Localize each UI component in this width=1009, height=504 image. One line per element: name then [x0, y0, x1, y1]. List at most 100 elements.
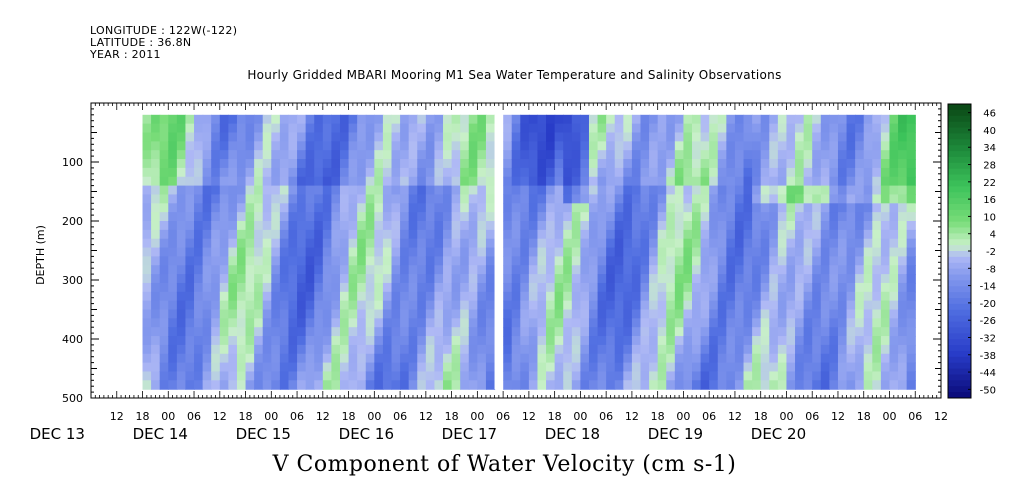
heatmap-cell — [649, 371, 659, 381]
heatmap-cell — [314, 291, 324, 302]
heatmap-cell — [898, 274, 908, 284]
heatmap-cell — [752, 176, 762, 187]
heatmap-cell — [254, 238, 264, 249]
heatmap-cell — [846, 238, 856, 249]
heatmap-cell — [880, 318, 891, 328]
heatmap-cell — [279, 362, 290, 373]
heatmap-cell — [803, 247, 813, 257]
heatmap-cell — [297, 150, 307, 160]
heatmap-cell — [829, 185, 839, 196]
heatmap-cell — [674, 327, 685, 337]
heatmap-cell — [614, 265, 624, 275]
heatmap-cell — [176, 167, 187, 178]
heatmap-cell — [546, 194, 556, 204]
heatmap-cell — [357, 344, 367, 355]
x-hour-label: 00 — [676, 410, 690, 423]
heatmap-cell — [563, 327, 573, 337]
heatmap-cell — [400, 344, 410, 355]
heatmap-cell — [408, 291, 418, 302]
heatmap-cell — [443, 300, 453, 311]
heatmap-cell — [339, 309, 350, 319]
heatmap-cell — [855, 203, 865, 213]
colorbar-swatch — [948, 168, 971, 176]
heatmap-cell — [511, 203, 521, 213]
heatmap-cell — [640, 247, 650, 257]
heatmap-cell — [331, 327, 341, 337]
heatmap-cell — [752, 300, 762, 311]
heatmap-cell — [168, 309, 178, 319]
heatmap-cell — [880, 362, 891, 373]
heatmap-cell — [580, 362, 590, 373]
heatmap-cell — [339, 221, 350, 231]
x-hour-label: 00 — [573, 410, 587, 423]
heatmap-cell — [211, 336, 221, 346]
heatmap-cell — [305, 300, 315, 311]
heatmap-cell — [726, 371, 736, 381]
heatmap-cell — [803, 229, 813, 240]
heatmap-cell — [674, 212, 685, 222]
heatmap-cell — [786, 362, 796, 373]
heatmap-cell — [597, 344, 607, 355]
heatmap-cell — [185, 291, 195, 302]
heatmap-cell — [726, 194, 736, 204]
heatmap-cell — [855, 238, 865, 249]
heatmap-cell — [194, 371, 204, 381]
heatmap-cell — [176, 141, 187, 151]
heatmap-cell — [640, 132, 650, 142]
heatmap-cell — [528, 185, 539, 196]
heatmap-cell — [314, 212, 324, 222]
heatmap-cell — [863, 336, 873, 346]
heatmap-cell — [400, 141, 410, 151]
x-hour-label: 18 — [239, 410, 253, 423]
heatmap-cell — [571, 229, 581, 240]
heatmap-cell — [631, 176, 642, 187]
heatmap-cell — [846, 282, 856, 293]
heatmap-cell — [279, 167, 290, 178]
heatmap-cell — [297, 185, 307, 196]
heatmap-cell — [314, 256, 324, 266]
heatmap-cell — [546, 185, 556, 196]
heatmap-cell — [262, 318, 272, 328]
heatmap-cell — [271, 344, 281, 355]
heatmap-cell — [692, 353, 702, 364]
heatmap-cell — [391, 221, 401, 231]
heatmap-cell — [563, 256, 573, 266]
heatmap-cell — [425, 123, 436, 134]
heatmap-cell — [391, 380, 401, 390]
heatmap-cell — [889, 203, 899, 213]
heatmap-cell — [803, 114, 813, 125]
heatmap-cell — [245, 238, 255, 249]
heatmap-cell — [185, 282, 195, 293]
heatmap-cell — [520, 327, 530, 337]
heatmap-cell — [443, 336, 453, 346]
heatmap-cell — [657, 256, 667, 266]
heatmap-cell — [348, 176, 358, 187]
heatmap-cell — [314, 229, 324, 240]
heatmap-cell — [288, 371, 298, 381]
heatmap-cell — [623, 212, 633, 222]
heatmap-cell — [769, 114, 779, 125]
heatmap-cell — [434, 150, 444, 160]
heatmap-cell — [142, 123, 152, 134]
heatmap-cell — [666, 371, 676, 381]
heatmap-cell — [236, 247, 247, 257]
heatmap-cell — [331, 194, 341, 204]
x-hour-label: 00 — [161, 410, 175, 423]
heatmap-cell — [700, 229, 710, 240]
heatmap-cell — [151, 167, 161, 178]
heatmap-cell — [503, 238, 513, 249]
heatmap-cell — [159, 132, 169, 142]
heatmap-cell — [640, 141, 650, 151]
heatmap-cell — [880, 229, 891, 240]
heatmap-cell — [760, 309, 770, 319]
heatmap-cell — [245, 229, 255, 240]
heatmap-cell — [305, 265, 315, 275]
colorbar-swatch — [948, 298, 971, 305]
heatmap-cell — [717, 265, 727, 275]
heatmap-cell — [580, 300, 590, 311]
heatmap-cell — [211, 123, 221, 134]
heatmap-cell — [219, 380, 229, 390]
x-hour-label: 06 — [908, 410, 922, 423]
heatmap-cell — [863, 176, 873, 187]
heatmap-cell — [520, 309, 530, 319]
